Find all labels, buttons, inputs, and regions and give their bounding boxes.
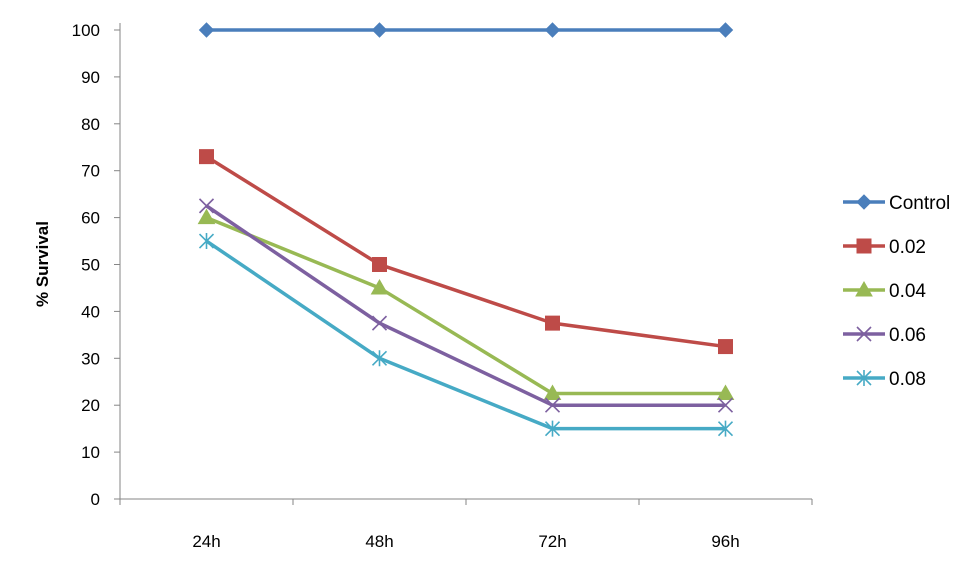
y-tick-label: 10 <box>81 443 100 462</box>
legend-marker <box>855 280 873 297</box>
x-tick-label: 72h <box>538 532 566 551</box>
legend-marker <box>856 370 872 386</box>
series-4 <box>198 233 734 437</box>
data-point <box>198 198 215 214</box>
legend-label: 0.04 <box>889 281 926 302</box>
y-tick-label: 0 <box>91 490 100 509</box>
data-point <box>544 22 561 38</box>
data-point <box>717 22 734 38</box>
y-tick-label: 60 <box>81 209 100 228</box>
series-line <box>205 155 726 349</box>
y-tick-label: 80 <box>81 115 100 134</box>
legend-marker <box>856 238 872 254</box>
data-point <box>372 257 387 272</box>
data-point <box>717 420 734 437</box>
legend-label: 0.08 <box>889 369 926 390</box>
series-layer <box>197 22 735 437</box>
x-axis-ticks: 24h 48h 72h 96h <box>119 499 813 551</box>
data-point <box>718 339 733 355</box>
series-line <box>205 204 726 407</box>
data-point <box>198 233 215 250</box>
data-point <box>716 384 735 400</box>
x-tick-label: 96h <box>711 532 739 551</box>
legend-item: 0.06 <box>843 325 926 346</box>
data-point <box>543 384 562 400</box>
legend-label: 0.06 <box>889 325 926 346</box>
series-2 <box>197 208 735 400</box>
y-tick-label: 30 <box>81 349 100 368</box>
legend-marker <box>856 326 872 342</box>
data-point <box>544 397 561 413</box>
series-3 <box>198 198 734 413</box>
data-point <box>371 350 388 367</box>
legend-item: 0.08 <box>843 369 926 390</box>
legend-label: Control <box>889 193 950 214</box>
data-point <box>197 208 216 225</box>
y-axis-label: % Survival <box>33 221 52 307</box>
legend-item: Control <box>843 193 950 214</box>
data-point <box>371 315 388 331</box>
data-point <box>198 22 215 38</box>
legend-label: 0.02 <box>889 237 926 258</box>
series-line <box>205 215 726 396</box>
y-tick-label: 70 <box>81 162 100 181</box>
data-point <box>371 22 388 38</box>
y-tick-label: 100 <box>72 21 100 40</box>
series-0 <box>198 22 734 38</box>
data-point <box>717 397 734 413</box>
y-tick-label: 40 <box>81 302 100 321</box>
y-tick-label: 50 <box>81 256 100 275</box>
x-tick-label: 24h <box>192 532 220 551</box>
legend-item: 0.02 <box>843 237 926 258</box>
legend-marker <box>856 194 872 210</box>
legend: Control 0.02 0.04 0.06 0.08 <box>843 193 950 390</box>
series-line <box>205 239 726 431</box>
series-1 <box>199 149 733 355</box>
data-point <box>544 420 561 437</box>
y-tick-label: 20 <box>81 396 100 415</box>
y-axis-ticks: 0 10 20 30 40 50 60 70 80 90 100 <box>72 21 120 509</box>
legend-item: 0.04 <box>843 280 926 302</box>
data-point <box>545 315 560 331</box>
y-tick-label: 90 <box>81 68 100 87</box>
data-point <box>199 149 214 165</box>
x-tick-label: 48h <box>365 532 393 551</box>
data-point <box>370 278 389 295</box>
